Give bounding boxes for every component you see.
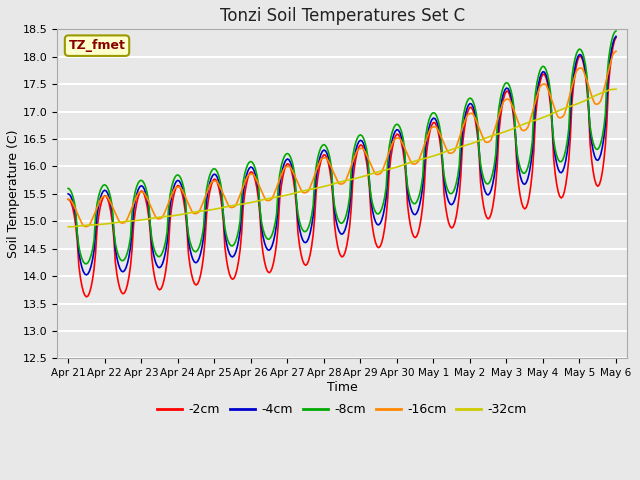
-8cm xyxy=(408,199,416,205)
-4cm xyxy=(168,193,175,199)
-32cm xyxy=(166,213,174,219)
-32cm xyxy=(376,168,384,174)
-4cm xyxy=(547,96,554,102)
-4cm xyxy=(408,209,416,215)
-16cm xyxy=(612,48,620,54)
-16cm xyxy=(408,161,416,167)
Line: -4cm: -4cm xyxy=(68,36,616,275)
-4cm xyxy=(79,269,87,275)
Line: -8cm: -8cm xyxy=(68,31,616,264)
-8cm xyxy=(612,28,620,34)
X-axis label: Time: Time xyxy=(326,381,358,394)
-2cm xyxy=(547,103,554,109)
-2cm xyxy=(396,134,404,140)
-8cm xyxy=(79,259,87,264)
-16cm xyxy=(378,169,385,175)
-16cm xyxy=(64,196,72,202)
-32cm xyxy=(407,160,415,166)
-2cm xyxy=(612,35,620,40)
-8cm xyxy=(168,184,175,190)
-16cm xyxy=(83,224,90,229)
-8cm xyxy=(396,124,404,130)
Line: -16cm: -16cm xyxy=(68,51,616,227)
-16cm xyxy=(79,223,87,228)
-4cm xyxy=(612,34,620,39)
-32cm xyxy=(394,164,402,169)
-16cm xyxy=(396,136,404,142)
Line: -2cm: -2cm xyxy=(68,37,616,297)
-16cm xyxy=(168,192,175,198)
Title: Tonzi Soil Temperatures Set C: Tonzi Soil Temperatures Set C xyxy=(220,7,465,25)
-8cm xyxy=(64,185,72,191)
Y-axis label: Soil Temperature (C): Soil Temperature (C) xyxy=(7,130,20,258)
-4cm xyxy=(396,130,404,135)
Text: TZ_fmet: TZ_fmet xyxy=(68,39,125,52)
-32cm xyxy=(79,223,87,228)
-2cm xyxy=(83,294,90,300)
-2cm xyxy=(64,196,72,202)
-2cm xyxy=(378,240,385,246)
-32cm xyxy=(612,86,620,92)
-8cm xyxy=(83,261,90,267)
-4cm xyxy=(378,217,385,223)
-2cm xyxy=(168,204,175,210)
-2cm xyxy=(79,289,87,295)
-32cm xyxy=(64,224,72,230)
-16cm xyxy=(547,94,554,99)
Legend: -2cm, -4cm, -8cm, -16cm, -32cm: -2cm, -4cm, -8cm, -16cm, -32cm xyxy=(152,398,532,421)
-8cm xyxy=(547,90,554,96)
-2cm xyxy=(408,229,416,235)
-32cm xyxy=(545,112,553,118)
-4cm xyxy=(64,191,72,197)
-4cm xyxy=(83,272,90,278)
Line: -32cm: -32cm xyxy=(68,89,616,227)
-8cm xyxy=(378,206,385,212)
